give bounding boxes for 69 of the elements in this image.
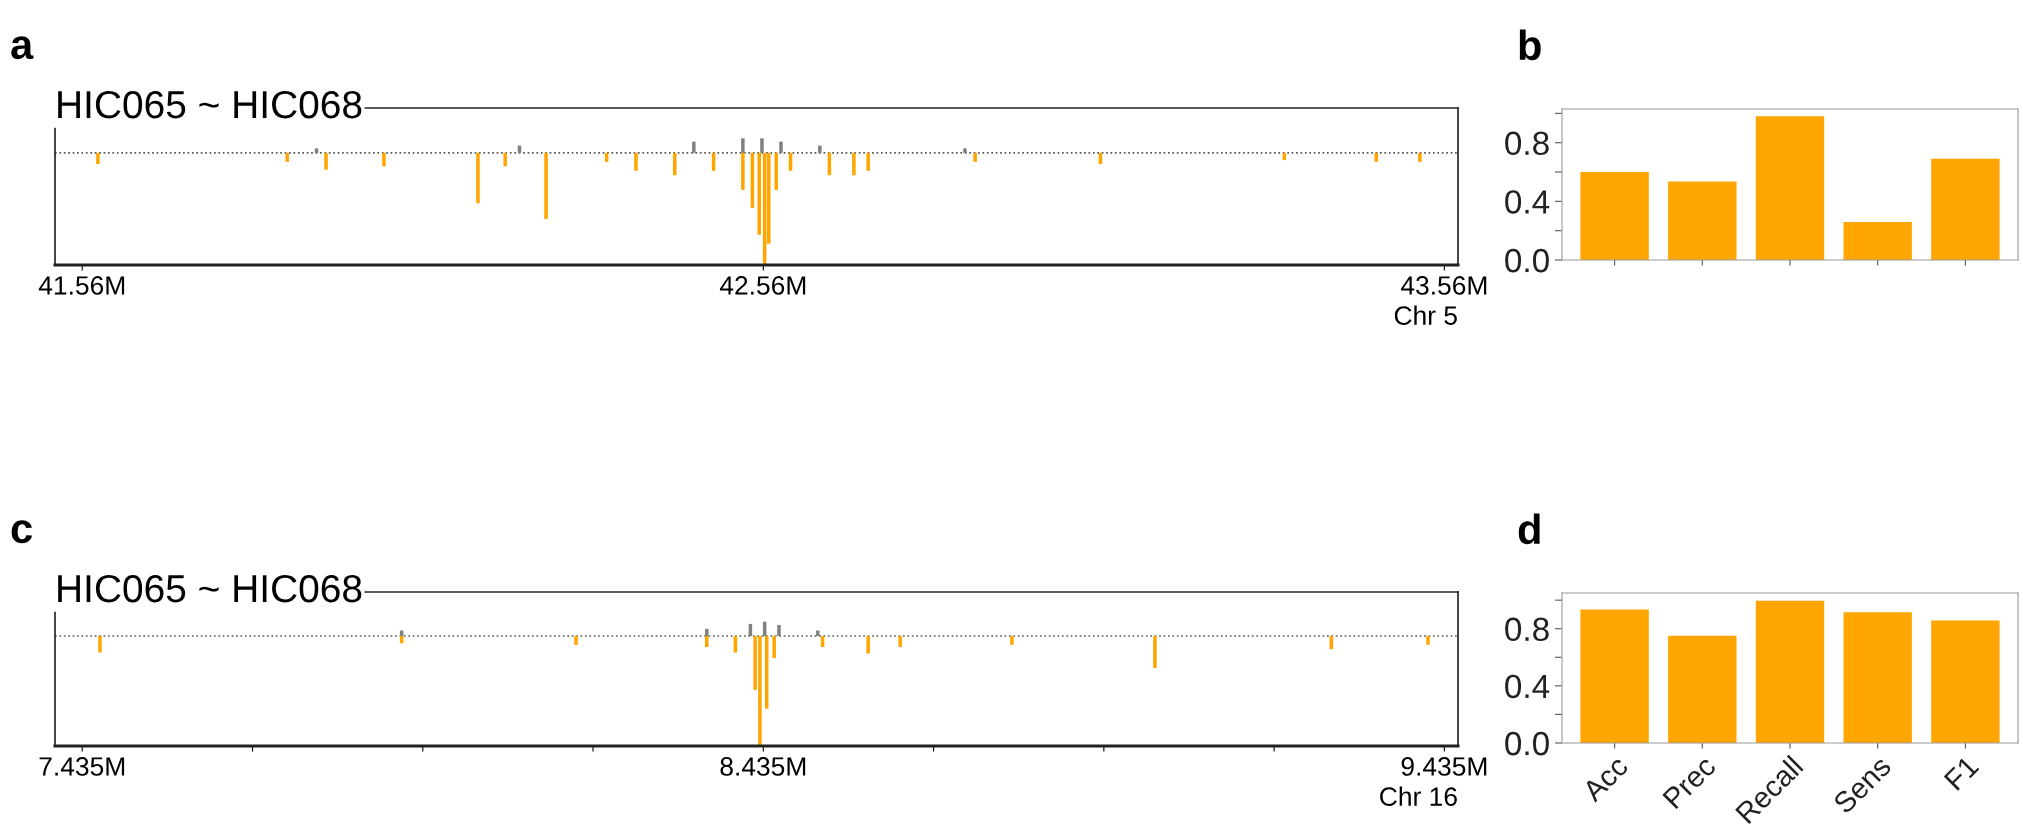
bar	[1755, 116, 1825, 260]
x-tick-label: Prec	[1662, 754, 1717, 810]
bar	[382, 152, 386, 167]
bar	[757, 152, 761, 235]
bar	[1755, 600, 1825, 743]
bar	[285, 152, 289, 162]
bar	[779, 141, 783, 153]
bar	[816, 630, 820, 636]
bar	[324, 152, 328, 170]
bar	[1010, 636, 1014, 645]
y-tick-label: 0.0	[1505, 731, 1549, 756]
y-tick-label: 0.8	[1505, 131, 1549, 156]
x-tick-label: F1	[1943, 755, 1980, 791]
bar	[314, 148, 319, 153]
bar	[741, 138, 745, 153]
y-tick-label: 0.4	[1505, 190, 1550, 214]
chart-title: HIC065 ~ HIC068	[58, 90, 362, 119]
bar	[705, 628, 709, 636]
x-tick-label: 8.435M	[720, 757, 806, 776]
bar	[476, 152, 480, 204]
bar	[574, 636, 578, 645]
bar	[503, 152, 507, 167]
bar	[852, 152, 856, 176]
bar	[1418, 152, 1422, 162]
bar	[399, 630, 404, 636]
x-tick-label: 9.435M	[1401, 757, 1487, 776]
bar	[634, 152, 638, 171]
text: c	[11, 520, 32, 544]
bar	[898, 636, 902, 647]
text: b	[1519, 29, 1541, 61]
bar	[1426, 636, 1430, 645]
bar	[772, 636, 776, 658]
x-tick-label: Acc	[1581, 754, 1630, 803]
bar	[1580, 172, 1649, 260]
bar	[777, 625, 781, 636]
bar	[98, 636, 102, 653]
bar	[1153, 636, 1157, 668]
y-tick-label: 0.8	[1505, 617, 1549, 642]
bar	[760, 138, 764, 153]
bar	[1668, 181, 1737, 260]
bar	[963, 148, 967, 153]
chart-title: HIC065 ~ HIC068	[58, 574, 362, 603]
y-tick-label: 0.0	[1505, 248, 1549, 273]
y-tick-label: 0.4	[1505, 674, 1550, 699]
x-tick-label: 43.56M	[1400, 276, 1487, 295]
x-tick-label: 42.56M	[719, 276, 806, 295]
bar	[818, 145, 822, 153]
bar	[1931, 620, 2000, 743]
x-tick-label: 7.435M	[39, 757, 125, 776]
bar	[973, 152, 977, 162]
bar	[1843, 221, 1912, 260]
bar	[96, 152, 100, 165]
text: d	[1518, 513, 1540, 545]
bar	[1668, 635, 1737, 743]
text: a	[11, 36, 34, 60]
x-tick-label: 41.56M	[38, 276, 125, 295]
bar	[673, 152, 677, 176]
bar	[1580, 609, 1649, 743]
bar	[866, 636, 870, 654]
x-axis-title: Chr 5	[1394, 305, 1457, 325]
bar	[544, 152, 548, 220]
bar	[705, 636, 709, 647]
bar	[692, 141, 696, 153]
x-axis-title: Chr 16	[1380, 786, 1457, 806]
bar	[1843, 612, 1912, 743]
bar	[774, 152, 778, 190]
bar	[1931, 158, 2000, 260]
bar	[866, 152, 870, 171]
bar	[741, 152, 745, 190]
